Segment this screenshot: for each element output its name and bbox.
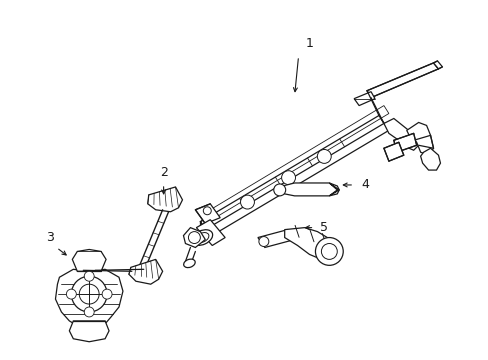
Polygon shape bbox=[383, 142, 403, 161]
Polygon shape bbox=[353, 92, 374, 105]
Text: 1: 1 bbox=[305, 37, 313, 50]
Circle shape bbox=[102, 289, 112, 299]
Circle shape bbox=[258, 237, 268, 247]
Text: 2: 2 bbox=[160, 166, 167, 179]
Polygon shape bbox=[147, 187, 182, 212]
Ellipse shape bbox=[195, 233, 208, 243]
Circle shape bbox=[79, 284, 99, 304]
Polygon shape bbox=[195, 204, 220, 224]
Polygon shape bbox=[274, 183, 339, 196]
Circle shape bbox=[321, 243, 337, 260]
Polygon shape bbox=[433, 61, 442, 69]
Text: 4: 4 bbox=[360, 179, 368, 192]
Polygon shape bbox=[257, 230, 294, 247]
Polygon shape bbox=[183, 228, 205, 247]
Polygon shape bbox=[366, 63, 438, 98]
Polygon shape bbox=[393, 133, 416, 152]
Polygon shape bbox=[196, 220, 224, 246]
Circle shape bbox=[317, 149, 330, 163]
Polygon shape bbox=[210, 105, 388, 218]
Polygon shape bbox=[406, 122, 433, 155]
Polygon shape bbox=[55, 269, 122, 327]
Polygon shape bbox=[69, 321, 109, 342]
Circle shape bbox=[84, 307, 94, 317]
Polygon shape bbox=[383, 118, 418, 150]
Text: 5: 5 bbox=[320, 221, 328, 234]
Circle shape bbox=[273, 184, 285, 196]
Text: 3: 3 bbox=[45, 231, 53, 244]
Polygon shape bbox=[129, 260, 163, 284]
Circle shape bbox=[84, 271, 94, 281]
Circle shape bbox=[188, 231, 200, 243]
Polygon shape bbox=[200, 116, 388, 237]
Ellipse shape bbox=[192, 230, 212, 246]
Polygon shape bbox=[420, 148, 440, 170]
Circle shape bbox=[240, 195, 254, 209]
Circle shape bbox=[315, 238, 343, 265]
Polygon shape bbox=[284, 228, 337, 260]
Ellipse shape bbox=[183, 259, 195, 267]
Polygon shape bbox=[328, 183, 339, 196]
Circle shape bbox=[281, 171, 295, 185]
Polygon shape bbox=[72, 249, 106, 271]
Circle shape bbox=[203, 207, 211, 215]
Circle shape bbox=[71, 276, 107, 312]
Circle shape bbox=[66, 289, 76, 299]
